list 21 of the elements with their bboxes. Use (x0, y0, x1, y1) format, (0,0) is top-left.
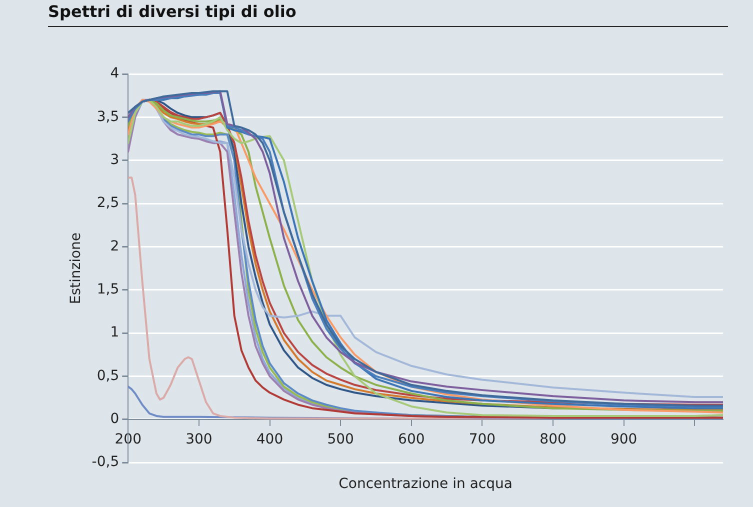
y-tick-label: 0 (110, 411, 120, 428)
y-tick-label: 1 (110, 324, 120, 341)
x-axis-title: Concentrazione in acqua (338, 476, 512, 492)
x-tick-label: 500 (327, 431, 354, 448)
y-tick-label: 2 (110, 238, 120, 254)
y-tick-label: -0,5 (92, 454, 120, 470)
y-axis-title: Estinzione (68, 232, 84, 304)
y-tick-label: 4 (110, 66, 120, 82)
y-tick-label: 3,5 (96, 108, 120, 125)
x-tick-label: 300 (186, 431, 212, 448)
x-tick-label: 700 (468, 431, 496, 448)
chart-title: Spettri di diversi tipi di olio (48, 2, 296, 21)
y-tick-label: 3 (110, 152, 120, 168)
y-tick-label: 2,5 (96, 195, 120, 212)
x-tick-label: 800 (540, 431, 566, 448)
x-tick-label: 200 (114, 431, 142, 448)
y-tick-label: 1,5 (96, 282, 120, 298)
y-tick-label: 0,5 (96, 368, 120, 384)
x-tick-label: 400 (256, 431, 284, 448)
x-tick-label: 900 (610, 431, 638, 448)
x-tick-label: 600 (398, 431, 425, 448)
